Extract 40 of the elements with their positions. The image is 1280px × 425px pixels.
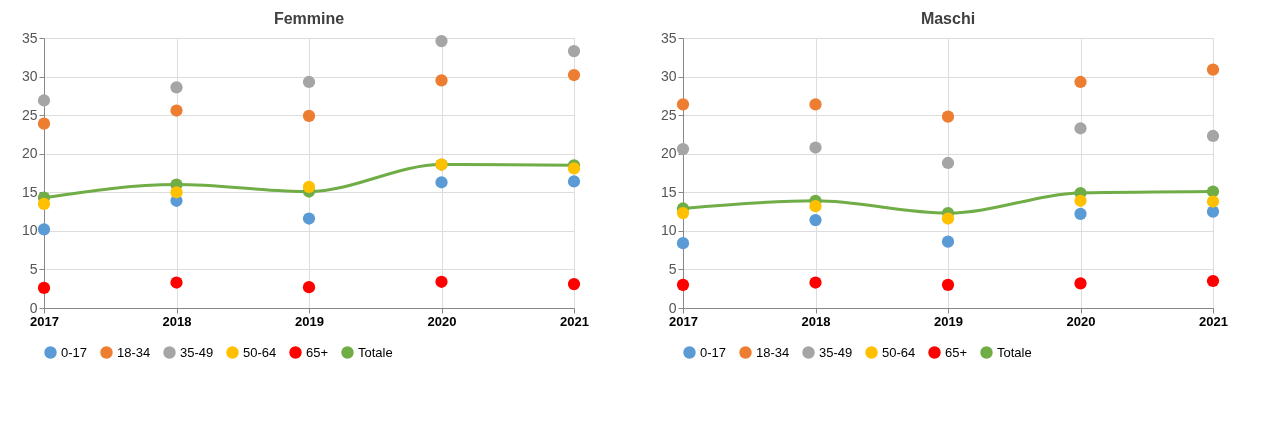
y-tick-label: 30 <box>660 68 677 85</box>
y-tick-label: 5 <box>29 260 38 277</box>
legend-label: 50-64 <box>882 344 916 360</box>
y-tick-label: 0 <box>29 299 38 316</box>
y-tick-label: 15 <box>21 183 38 200</box>
legend-label: Totale <box>997 344 1032 360</box>
y-tick-label: 25 <box>21 106 38 123</box>
legend-label: 18-34 <box>756 344 790 360</box>
x-tick-label: 2019 <box>934 313 963 329</box>
chart-title: Maschi <box>920 10 976 27</box>
legend-label: 35-49 <box>180 344 214 360</box>
y-tick-label: 5 <box>668 260 677 277</box>
legend-label: 35-49 <box>819 344 853 360</box>
x-tick-label: 2020 <box>427 313 457 329</box>
y-tick-label: 20 <box>21 145 38 162</box>
y-tick-label: 10 <box>660 222 677 239</box>
y-tick-label: 0 <box>668 299 677 316</box>
legend-label: 65+ <box>945 344 968 360</box>
y-tick-label: 35 <box>21 29 38 46</box>
legend-label: 0-17 <box>61 344 88 360</box>
x-tick-label: 2020 <box>1066 313 1096 329</box>
legend-label: 18-34 <box>117 344 151 360</box>
y-tick-label: 15 <box>660 183 677 200</box>
legend-label: Totale <box>358 344 393 360</box>
x-tick-label: 2019 <box>295 313 324 329</box>
legend-label: 65+ <box>306 344 329 360</box>
x-tick-label: 2017 <box>30 313 59 329</box>
legend-label: 0-17 <box>700 344 727 360</box>
legend-label: 50-64 <box>243 344 277 360</box>
x-tick-label: 2021 <box>560 313 589 329</box>
x-tick-label: 2018 <box>162 313 192 329</box>
y-tick-label: 30 <box>21 68 38 85</box>
y-tick-label: 35 <box>660 29 677 46</box>
x-tick-label: 2018 <box>801 313 831 329</box>
y-tick-label: 25 <box>660 106 677 123</box>
x-tick-label: 2017 <box>669 313 698 329</box>
x-tick-label: 2021 <box>1199 313 1228 329</box>
y-tick-label: 20 <box>660 145 677 162</box>
chart-title: Femmine <box>273 10 345 27</box>
y-tick-label: 10 <box>21 222 38 239</box>
